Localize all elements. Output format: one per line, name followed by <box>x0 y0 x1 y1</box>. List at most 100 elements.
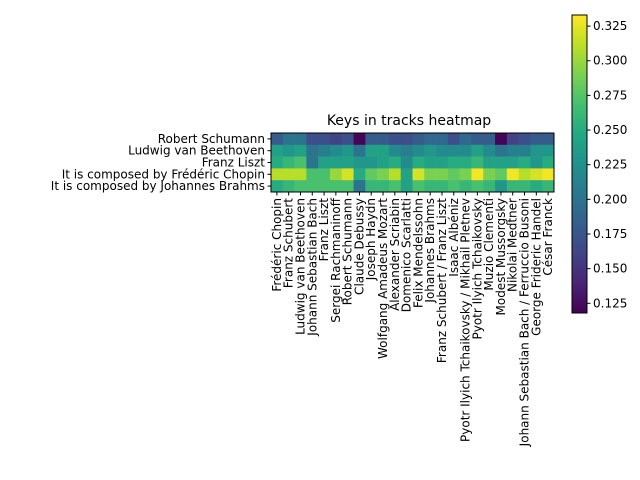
heatmap-cell <box>530 180 543 193</box>
heatmap-cell <box>530 168 543 181</box>
heatmap-cell <box>400 168 413 181</box>
heatmap-cell <box>341 156 354 169</box>
heatmap-cell <box>471 133 484 146</box>
x-tick-label: Joseph Haydn <box>364 198 378 281</box>
heatmap-cell <box>412 156 425 169</box>
heatmap-cell <box>329 144 343 157</box>
heatmap-cell <box>542 156 555 169</box>
x-tick-label: George Frideric Handel <box>529 198 543 336</box>
heatmap-cell <box>459 133 472 146</box>
y-tick-label: It is composed by Johannes Brahms <box>51 179 265 193</box>
x-tick-label: Pyotr Ilyich Tchaikovsky / Mikhail Pletn… <box>459 198 473 442</box>
heatmap-cell <box>530 156 543 169</box>
heatmap-cell <box>424 144 437 157</box>
heatmap-cell <box>412 180 425 193</box>
heatmap-cell <box>294 168 307 181</box>
heatmap-cell <box>282 133 295 146</box>
heatmap-cell <box>388 180 402 193</box>
heatmap-cell <box>518 144 531 157</box>
heatmap-cell <box>329 180 343 193</box>
heatmap-cell <box>294 180 307 193</box>
heatmap-cell <box>436 168 449 181</box>
x-tick-label: Sergei Rachmaninoff <box>329 197 343 322</box>
heatmap-cell <box>271 144 284 157</box>
colorbar-tick-label: 0.275 <box>593 88 627 102</box>
heatmap-cell <box>495 144 508 157</box>
heatmap-cell <box>447 156 460 169</box>
heatmap-cell <box>282 144 295 157</box>
heatmap-cell <box>377 133 390 146</box>
x-tick-label: Domenico Scarlatti <box>400 198 414 312</box>
heatmap-cell <box>471 180 484 193</box>
heatmap-cell <box>377 156 390 169</box>
heatmap-cell <box>341 133 354 146</box>
x-tick-label: Nikolai Medtner <box>506 198 520 292</box>
heatmap-cell <box>294 156 307 169</box>
heatmap-cell <box>294 144 307 157</box>
x-tick-label: Johannes Brahms <box>423 198 437 304</box>
heatmap-cell <box>506 144 519 157</box>
x-tick-label: Modest Mussorgsky <box>494 198 508 316</box>
heatmap-cell <box>471 144 484 157</box>
heatmap-cell <box>365 180 378 193</box>
y-tick-label: Franz Liszt <box>202 156 266 170</box>
heatmap-cell <box>388 156 402 169</box>
heatmap-cell <box>542 180 555 193</box>
heatmap-cell <box>542 133 555 146</box>
heatmap-cell <box>424 156 437 169</box>
heatmap-cell <box>506 180 519 193</box>
heatmap-cell <box>329 133 343 146</box>
heatmap-cell <box>424 180 437 193</box>
heatmap-cell <box>353 133 366 146</box>
heatmap-cell <box>518 133 531 146</box>
colorbar-tick-label: 0.325 <box>593 19 627 33</box>
heatmap-cell <box>506 168 519 181</box>
heatmap-cell <box>447 144 460 157</box>
heatmap-cell <box>459 180 472 193</box>
heatmap-cell <box>518 180 531 193</box>
heatmap-cell <box>388 133 402 146</box>
heatmap-cell <box>459 156 472 169</box>
heatmap-cell <box>412 133 425 146</box>
colorbar-tick-label: 0.125 <box>593 296 627 310</box>
x-tick-label: Ludwig van Beethoven <box>293 198 307 335</box>
heatmap-cell <box>329 168 343 181</box>
heatmap-cell <box>436 180 449 193</box>
heatmap-cell <box>459 144 472 157</box>
heatmap-cell <box>424 168 437 181</box>
chart-title: Keys in tracks heatmap <box>327 113 491 129</box>
heatmap-cell <box>436 144 449 157</box>
heatmap-cell <box>282 168 295 181</box>
heatmap-cell <box>518 156 531 169</box>
heatmap-cell <box>424 133 437 146</box>
heatmap-cell <box>506 133 519 146</box>
heatmap-cell <box>495 133 508 146</box>
colorbar-tick-label: 0.200 <box>593 192 627 206</box>
x-tick-label: Pyotr Ilyich Tchaikovsky <box>470 198 484 339</box>
heatmap-cell <box>506 156 519 169</box>
heatmap-cells <box>271 133 555 193</box>
heatmap-cell <box>365 168 378 181</box>
heatmap-cell <box>318 168 331 181</box>
x-tick-label: César Franck <box>541 198 555 276</box>
heatmap-cell <box>353 156 366 169</box>
colorbar <box>571 14 588 314</box>
heatmap-cell <box>365 133 378 146</box>
x-tick-label: Alexander Scriabin <box>388 198 402 311</box>
x-tick-label: Muzio Clementi <box>482 198 496 291</box>
heatmap-cell <box>329 156 343 169</box>
heatmap-cell <box>341 144 354 157</box>
x-tick-label: Wolfgang Amadeus Mozart <box>376 198 390 359</box>
heatmap-cell <box>471 156 484 169</box>
heatmap-cell <box>306 144 319 157</box>
heatmap-cell <box>318 144 331 157</box>
heatmap-cell <box>436 156 449 169</box>
heatmap-cell <box>495 180 508 193</box>
heatmap-cell <box>483 144 496 157</box>
x-tick-label: Frédéric Chopin <box>270 198 284 292</box>
x-tick-label: Claude Debussy <box>352 198 366 295</box>
heatmap-cell <box>436 133 449 146</box>
heatmap-cell <box>282 156 295 169</box>
